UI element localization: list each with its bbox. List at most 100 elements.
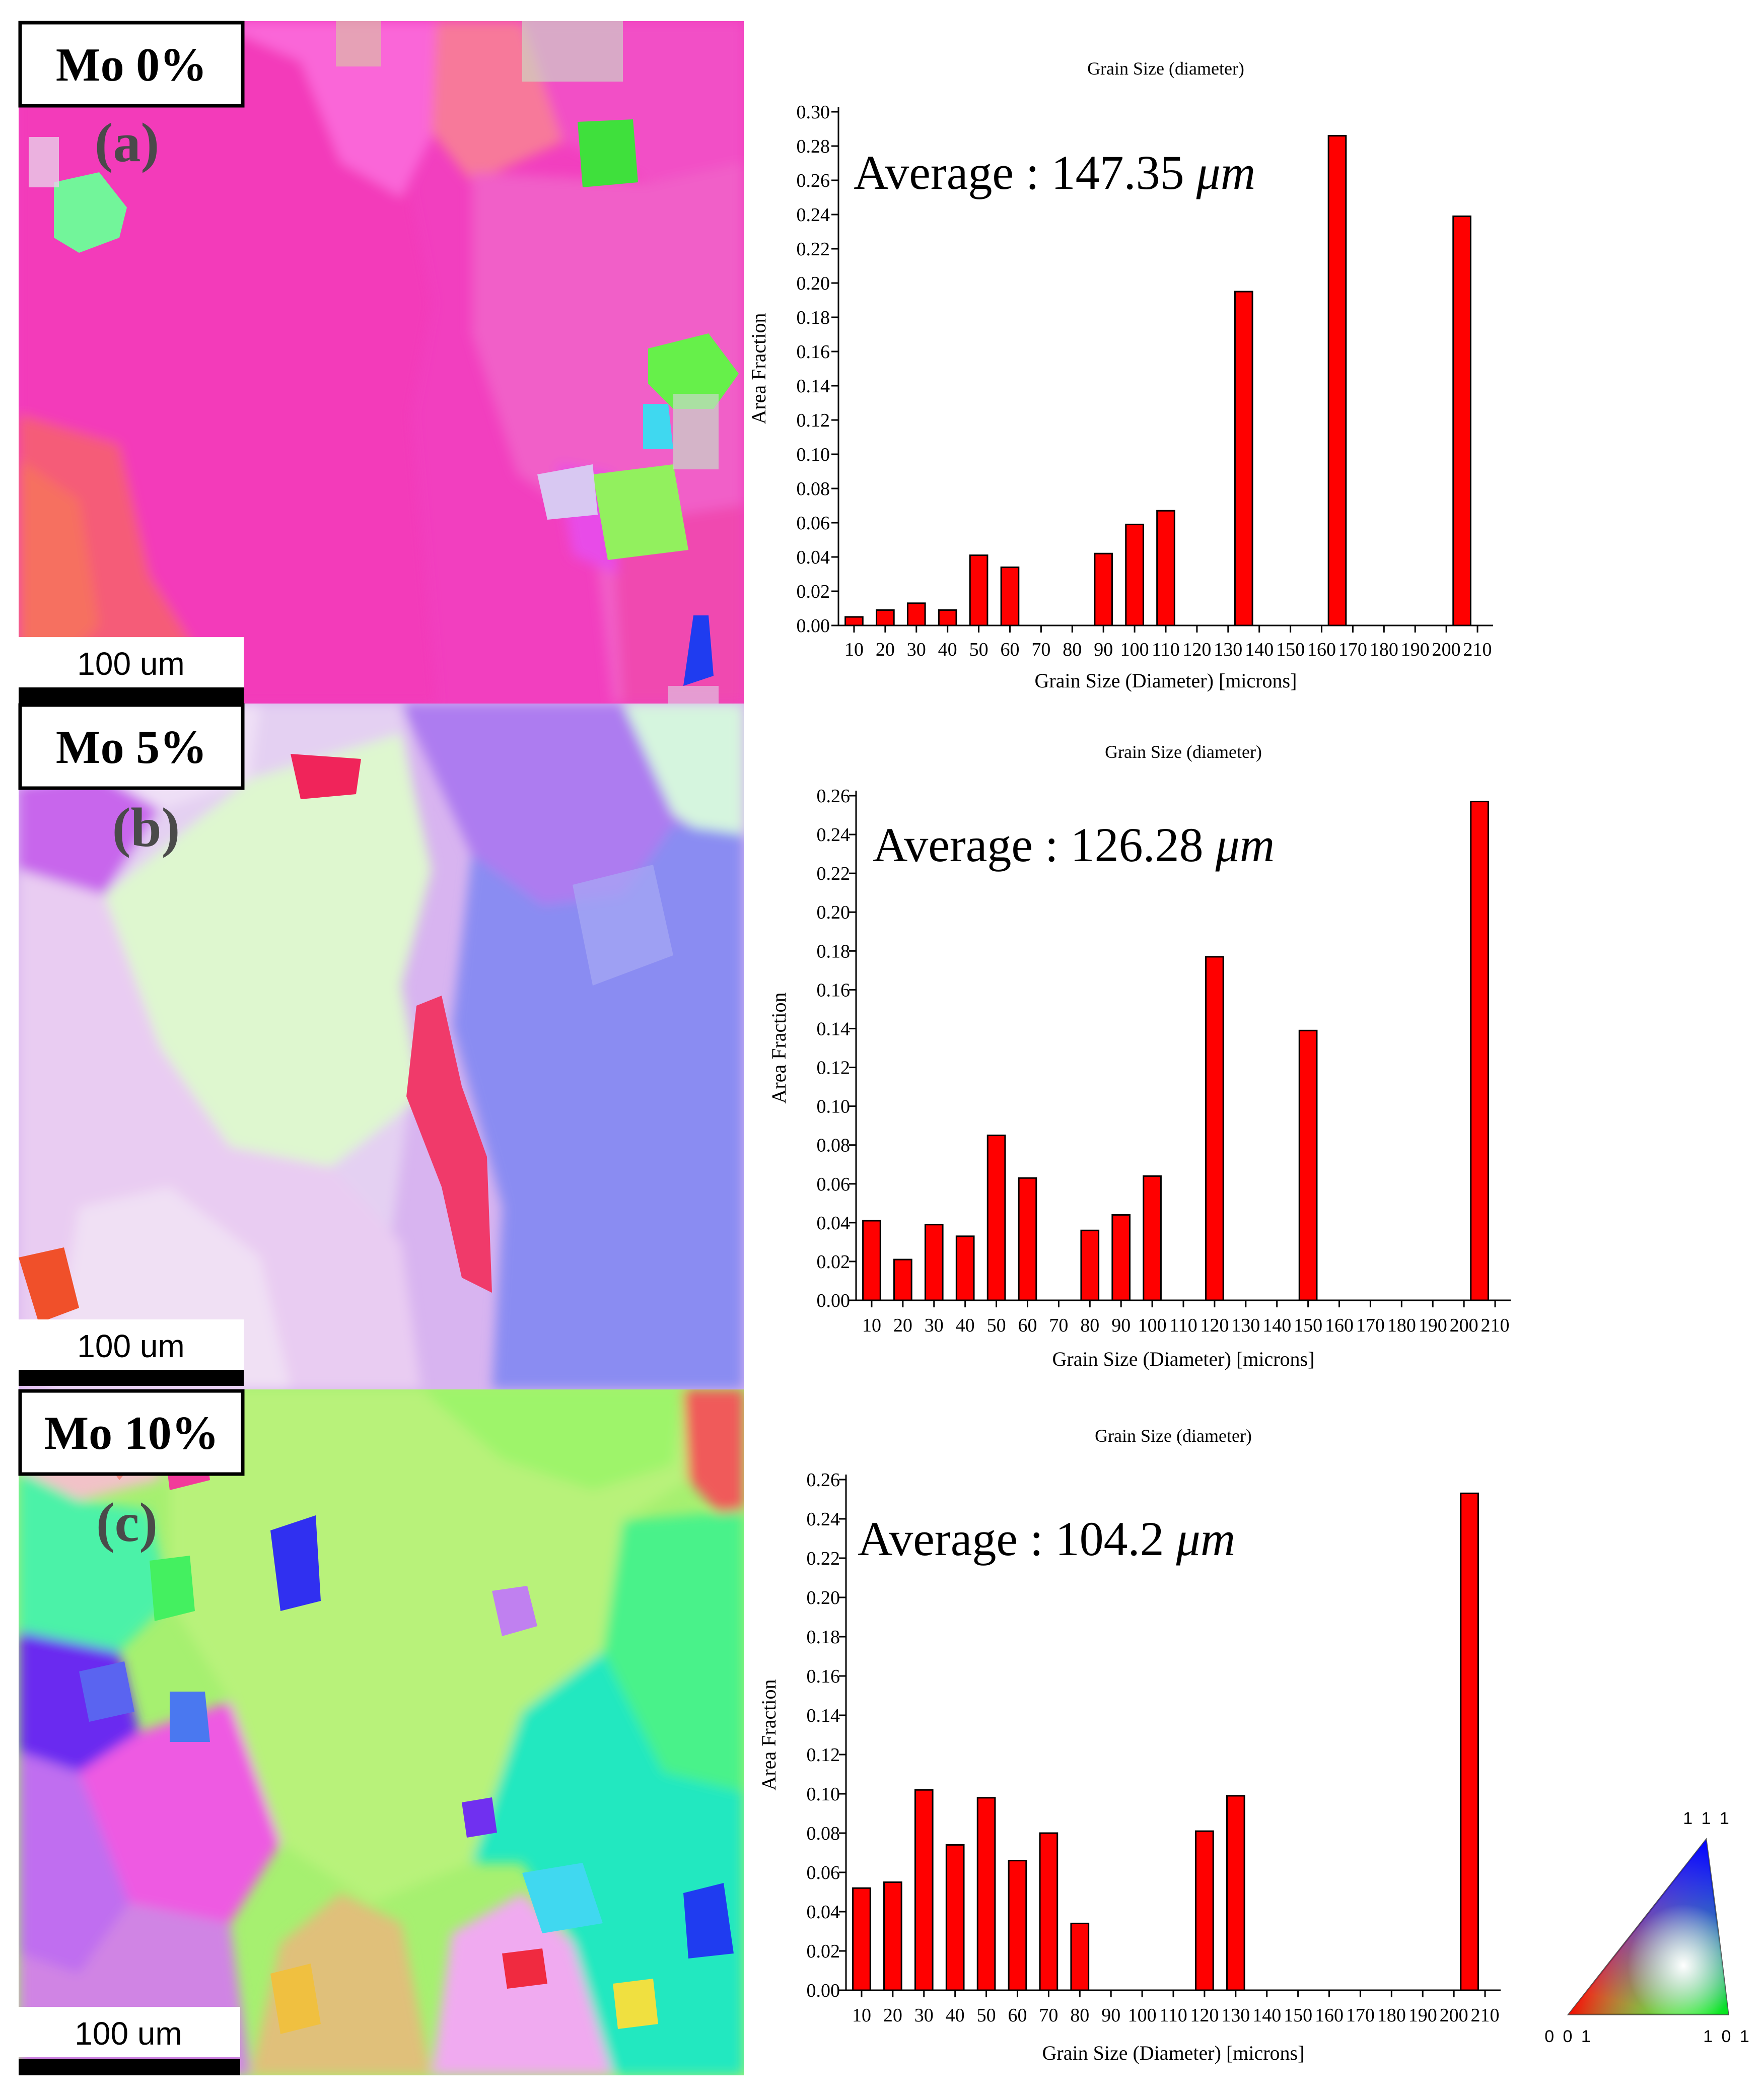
composition-label-a: Mo 0%	[56, 39, 207, 91]
x-axis-title: Grain Size (Diameter) [microns]	[1035, 669, 1297, 692]
x-tick-label: 70	[1031, 639, 1050, 660]
composition-label-box-c	[18, 1389, 245, 1476]
bar	[1039, 1832, 1059, 1991]
x-tick-label: 60	[1018, 1315, 1037, 1336]
x-tick-label: 120	[1182, 639, 1211, 660]
bar	[924, 1224, 944, 1301]
y-tick-label: 0.02	[817, 1251, 851, 1273]
bar	[1000, 566, 1020, 626]
y-tick-label: 0.24	[797, 204, 830, 226]
x-tick-label: 170	[1338, 639, 1367, 660]
y-tick-label: 0.10	[797, 444, 830, 465]
x-tick-label: 130	[1221, 2005, 1250, 2026]
average-value: Average : 104.2	[858, 1512, 1176, 1566]
panel-letter-b: (b)	[112, 797, 180, 858]
x-tick-label: 20	[893, 1315, 912, 1336]
y-axis-title: Area Fraction	[767, 992, 790, 1103]
y-tick-label: 0.06	[807, 1862, 840, 1883]
x-tick-label: 110	[1152, 639, 1180, 660]
bar	[914, 1789, 934, 1991]
x-tick-label: 80	[1063, 639, 1082, 660]
y-tick-label: 0.18	[797, 307, 830, 328]
ipf-label-001: 0 0 1	[1544, 2027, 1593, 2046]
bar	[844, 616, 864, 626]
bar	[969, 554, 989, 626]
x-tick-label: 170	[1356, 1315, 1385, 1336]
x-tick-label: 200	[1440, 2005, 1468, 2026]
x-tick-label: 200	[1450, 1315, 1478, 1336]
average-annotation: Average : 147.35 μm	[854, 146, 1255, 199]
x-tick-label: 210	[1481, 1315, 1510, 1336]
x-tick-label: 60	[1000, 639, 1019, 660]
x-tick-label: 130	[1214, 639, 1242, 660]
bar	[876, 609, 895, 626]
y-tick-label: 0.16	[797, 341, 830, 363]
x-axis-title: Grain Size (Diameter) [microns]	[1052, 1348, 1315, 1370]
x-tick-label: 20	[883, 2005, 902, 2026]
average-value: Average : 126.28	[873, 818, 1216, 872]
ipf-label-111: 1 1 1	[1683, 1809, 1731, 1828]
chart-title: Grain Size (diameter)	[1105, 742, 1262, 762]
x-tick-label: 50	[987, 1315, 1006, 1336]
y-tick-label: 0.00	[817, 1290, 851, 1311]
bar	[1125, 523, 1144, 626]
y-tick-label: 0.08	[807, 1823, 840, 1844]
x-tick-label: 10	[862, 1315, 881, 1336]
average-value: Average : 147.35	[854, 146, 1196, 199]
y-tick-label: 0.12	[807, 1744, 840, 1766]
chart-title: Grain Size (diameter)	[1095, 1426, 1252, 1446]
x-tick-label: 150	[1284, 2005, 1312, 2026]
x-tick-label: 150	[1294, 1315, 1322, 1336]
y-tick-label: 0.18	[807, 1627, 840, 1648]
x-tick-label: 110	[1159, 2005, 1187, 2026]
ebsd-map-a	[19, 21, 744, 704]
y-tick-label: 0.20	[807, 1587, 840, 1609]
x-tick-label: 100	[1128, 2005, 1157, 2026]
bar	[852, 1887, 871, 1991]
bar	[1205, 956, 1224, 1301]
x-tick-label: 160	[1315, 2005, 1344, 2026]
x-tick-label: 40	[956, 1315, 975, 1336]
scale-bar-c	[19, 2059, 240, 2075]
composition-label-c: Mo 10%	[44, 1407, 219, 1459]
grain-size-chart-c: Grain Size (diameter) 0.00 0.02 0.04 0.06 0.0…	[757, 1426, 1501, 2064]
bar	[976, 1797, 996, 1991]
x-tick-label: 190	[1408, 2005, 1437, 2026]
bar	[1460, 1492, 1479, 1991]
x-tick-label: 30	[907, 639, 926, 660]
x-tick-label: 210	[1471, 2005, 1500, 2026]
average-unit: μm	[1196, 146, 1256, 199]
y-tick-label: 0.02	[807, 1941, 840, 1962]
x-tick-label: 10	[844, 639, 864, 660]
x-tick-label: 160	[1307, 639, 1336, 660]
y-tick-label: 0.16	[817, 980, 851, 1001]
panel-letter-a: (a)	[95, 112, 159, 173]
bar	[1094, 552, 1113, 626]
x-tick-label: 90	[1111, 1315, 1131, 1336]
x-tick-label: 100	[1120, 639, 1149, 660]
y-tick-label: 0.28	[797, 136, 830, 157]
ipf-label-101: 1 0 1	[1703, 2027, 1751, 2046]
x-tick-label: 190	[1419, 1315, 1447, 1336]
y-tick-label: 0.22	[817, 863, 851, 884]
bar	[1156, 510, 1175, 626]
x-tick-label: 180	[1377, 2005, 1406, 2026]
y-tick-label: 0.10	[807, 1784, 840, 1805]
x-tick-label: 200	[1432, 639, 1461, 660]
x-tick-label: 210	[1463, 639, 1492, 660]
y-tick-label: 0.00	[797, 615, 830, 637]
y-axis-title: Area Fraction	[757, 1679, 780, 1790]
y-tick-label: 0.18	[817, 941, 851, 962]
grain-size-chart-b: Grain Size (diameter) 0.00 0.02 0.04 0.06 0.0…	[767, 742, 1511, 1370]
y-tick-label: 0.04	[817, 1213, 851, 1234]
x-tick-label: 20	[876, 639, 895, 660]
ebsd-map-c	[19, 1389, 744, 2075]
x-tick-label: 120	[1190, 2005, 1219, 2026]
y-tick-label: 0.14	[807, 1705, 840, 1726]
x-tick-label: 40	[946, 2005, 965, 2026]
bar	[1008, 1860, 1027, 1991]
bar	[1470, 801, 1489, 1301]
y-tick-label: 0.04	[807, 1902, 840, 1923]
bar	[1080, 1229, 1100, 1301]
y-tick-label: 0.06	[797, 513, 830, 534]
